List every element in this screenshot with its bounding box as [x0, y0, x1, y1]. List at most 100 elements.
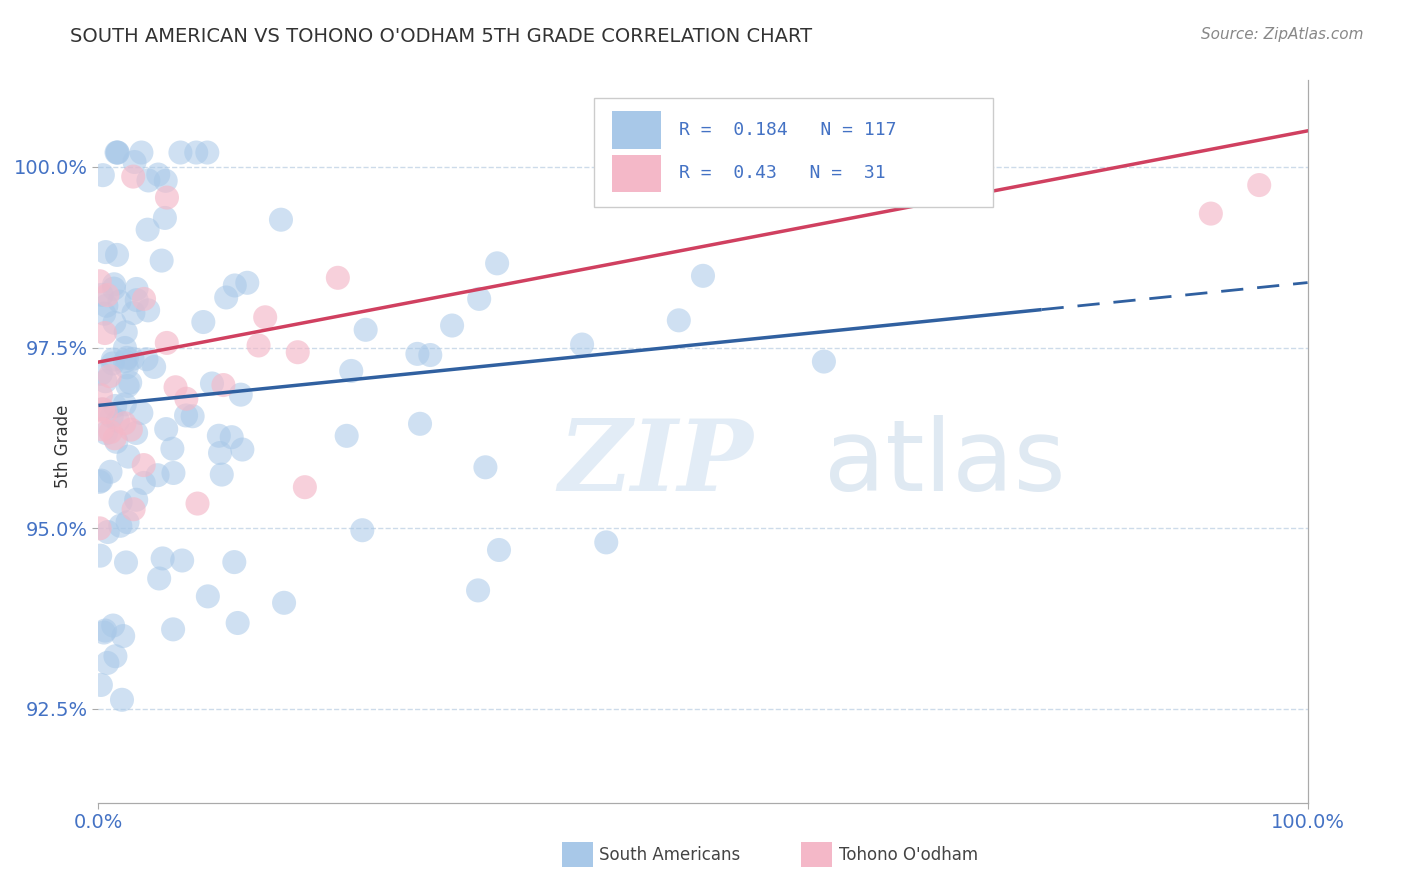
Point: [692, 268, 714, 283]
Bar: [613, 112, 661, 149]
Point: [90, 288, 112, 302]
Point: [468, 292, 491, 306]
Point: [105, 145, 128, 160]
Point: [136, 303, 159, 318]
Point: [156, 335, 179, 350]
Point: [211, 467, 233, 482]
Point: [124, 155, 146, 169]
Point: [186, 497, 208, 511]
Point: [120, 423, 142, 437]
Point: [101, 352, 124, 367]
Point: [93, 625, 115, 640]
Point: [193, 315, 215, 329]
Point: [90, 402, 112, 417]
Point: [89, 274, 111, 288]
Point: [419, 348, 441, 362]
Point: [104, 649, 127, 664]
Point: [89, 549, 111, 563]
Text: 5th Grade: 5th Grade: [55, 404, 72, 488]
Point: [138, 173, 160, 187]
Point: [115, 556, 138, 570]
Point: [114, 341, 136, 355]
Point: [474, 460, 496, 475]
Point: [94, 425, 117, 440]
Point: [115, 360, 138, 375]
Point: [172, 553, 194, 567]
Point: [155, 174, 177, 188]
Point: [668, 313, 690, 327]
Point: [169, 145, 191, 160]
Text: R =  0.184   N = 117: R = 0.184 N = 117: [679, 121, 896, 139]
Point: [107, 414, 129, 428]
Point: [105, 248, 128, 262]
Point: [165, 380, 187, 394]
Text: atlas: atlas: [824, 415, 1066, 512]
Point: [122, 169, 145, 184]
Point: [162, 623, 184, 637]
Point: [96, 656, 118, 670]
Point: [110, 495, 132, 509]
Point: [247, 338, 270, 352]
Point: [209, 446, 232, 460]
Point: [103, 316, 125, 330]
Point: [150, 253, 173, 268]
Point: [90, 678, 112, 692]
Point: [98, 369, 121, 384]
Point: [135, 352, 157, 367]
Point: [352, 523, 374, 537]
Point: [595, 535, 617, 549]
Point: [125, 293, 148, 307]
Text: South Americans: South Americans: [599, 846, 740, 863]
Point: [224, 555, 246, 569]
Point: [112, 629, 135, 643]
Point: [148, 168, 170, 182]
Point: [117, 515, 139, 529]
Point: [752, 145, 775, 160]
Point: [229, 387, 252, 401]
Point: [197, 590, 219, 604]
Point: [136, 222, 159, 236]
Point: [107, 145, 129, 160]
Point: [156, 190, 179, 204]
Point: [873, 145, 896, 160]
Point: [287, 345, 309, 359]
Point: [122, 502, 145, 516]
Point: [100, 425, 122, 439]
Point: [103, 282, 125, 296]
Point: [155, 422, 177, 436]
Text: ZIP: ZIP: [558, 415, 752, 511]
Point: [105, 434, 128, 449]
Point: [104, 399, 127, 413]
Point: [326, 270, 349, 285]
Point: [114, 416, 136, 430]
Point: [94, 624, 117, 638]
Text: Tohono O'odham: Tohono O'odham: [839, 846, 979, 863]
Point: [94, 374, 117, 388]
Point: [131, 145, 153, 160]
Point: [441, 318, 464, 333]
Point: [236, 276, 259, 290]
Point: [101, 618, 124, 632]
Point: [115, 351, 138, 365]
Point: [96, 288, 118, 302]
Point: [125, 492, 148, 507]
Bar: [613, 154, 661, 193]
Point: [294, 480, 316, 494]
Point: [195, 145, 218, 160]
Point: [117, 379, 139, 393]
Point: [131, 406, 153, 420]
Point: [94, 405, 117, 419]
Text: SOUTH AMERICAN VS TOHONO O'ODHAM 5TH GRADE CORRELATION CHART: SOUTH AMERICAN VS TOHONO O'ODHAM 5TH GRA…: [70, 27, 813, 45]
Point: [340, 364, 363, 378]
Point: [120, 376, 142, 390]
Point: [91, 168, 114, 182]
Point: [336, 429, 359, 443]
Point: [231, 442, 253, 457]
Point: [91, 402, 114, 417]
Point: [201, 376, 224, 391]
Point: [162, 442, 184, 456]
Point: [93, 307, 115, 321]
Point: [132, 475, 155, 490]
Point: [406, 347, 429, 361]
Text: R =  0.43   N =  31: R = 0.43 N = 31: [679, 164, 886, 183]
